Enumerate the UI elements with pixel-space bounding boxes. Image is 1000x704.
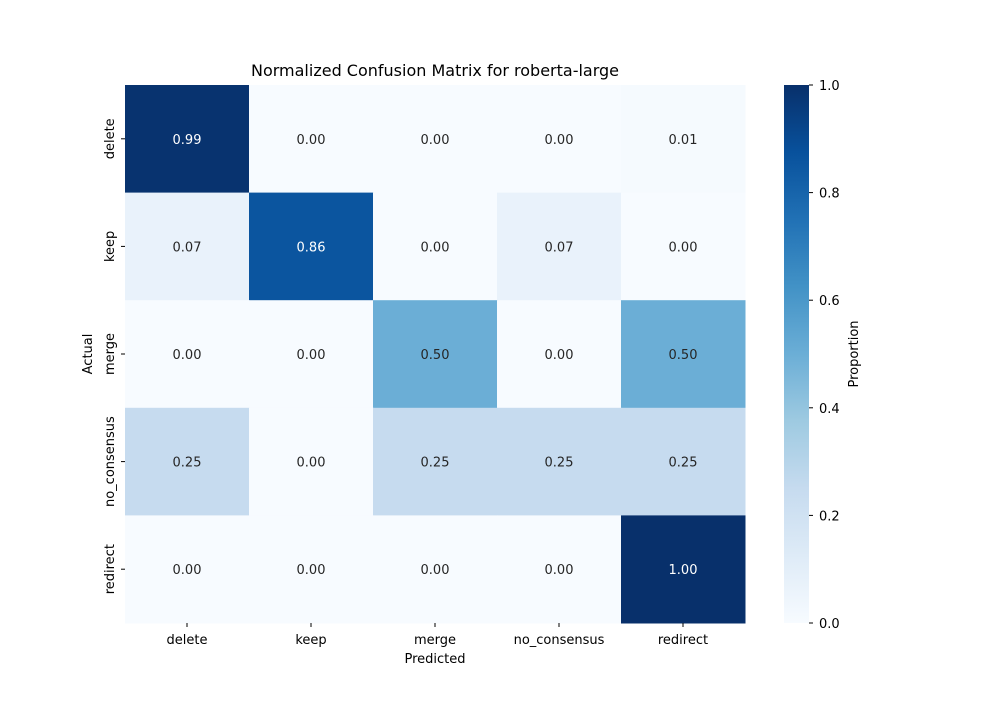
cell-value-label: 0.00: [297, 456, 326, 471]
heatmap-cell: [125, 407, 250, 516]
cell-value-label: 0.00: [545, 348, 574, 363]
cell-value-label: 0.25: [173, 456, 202, 471]
heatmap-cell: [373, 300, 498, 409]
heatmap-cell: [373, 192, 498, 301]
cell-value-label: 0.50: [669, 348, 698, 363]
heatmap-cells: 0.99 0.00 0.00 0.00 0.01 0.07 0.86 0.00 0.07 0.00…: [125, 85, 746, 624]
heatmap-cell: [497, 192, 622, 301]
cell-value-label: 0.00: [545, 133, 574, 148]
x-axis-label: Predicted: [404, 652, 465, 667]
heatmap-cell: [497, 515, 622, 624]
heatmap-cell: [125, 515, 250, 624]
cell-value-label: 0.00: [173, 563, 202, 578]
heatmap-cell: [249, 192, 374, 301]
y-axis-label: Actual: [81, 334, 96, 375]
cell-value-label: 0.00: [669, 240, 698, 255]
colorbar-tick-label: 0.4: [819, 402, 840, 417]
heatmap-cell: [497, 85, 622, 194]
y-tick-label: merge: [103, 333, 118, 375]
heatmap-cell: [373, 85, 498, 194]
chart-title: Normalized Confusion Matrix for roberta-…: [251, 61, 619, 80]
heatmap-cell: [373, 515, 498, 624]
heatmap-cell: [125, 85, 250, 194]
colorbar: [784, 85, 809, 623]
y-tick-label: no_consensus: [103, 416, 118, 507]
x-tick-label: no_consensus: [514, 633, 605, 648]
cell-value-label: 0.25: [545, 456, 574, 471]
colorbar-ticks: 0.0 0.2 0.4 0.6 0.8 1.0: [809, 79, 840, 632]
colorbar-tick-label: 0.0: [819, 617, 840, 632]
cell-value-label: 0.00: [421, 563, 450, 578]
colorbar-tick-label: 0.6: [819, 294, 840, 309]
cell-value-label: 0.07: [173, 240, 202, 255]
cell-value-label: 0.01: [669, 133, 698, 148]
heatmap-cell: [621, 515, 746, 624]
heatmap-cell: [249, 407, 374, 516]
heatmap-cell: [249, 300, 374, 409]
cell-value-label: 0.86: [297, 240, 326, 255]
cell-value-label: 0.00: [173, 348, 202, 363]
y-tick-label: delete: [103, 118, 118, 159]
heatmap-cell: [621, 300, 746, 409]
heatmap-cell: [125, 300, 250, 409]
heatmap-cell: [373, 407, 498, 516]
cell-value-label: 0.25: [669, 456, 698, 471]
x-tick-label: merge: [414, 633, 456, 648]
cell-value-label: 0.25: [421, 456, 450, 471]
heatmap-cell: [249, 85, 374, 194]
y-axis-ticks: delete keep merge no_consensus redirect: [103, 118, 125, 594]
y-tick-label: keep: [103, 231, 118, 262]
cell-value-label: 0.00: [421, 133, 450, 148]
colorbar-tick-label: 1.0: [819, 79, 840, 94]
x-tick-label: keep: [295, 633, 326, 648]
colorbar-tick-label: 0.2: [819, 509, 840, 524]
cell-value-label: 0.50: [421, 348, 450, 363]
cell-value-label: 0.00: [297, 133, 326, 148]
heatmap-cell: [497, 407, 622, 516]
x-axis-ticks: delete keep merge no_consensus redirect: [167, 623, 708, 648]
heatmap-cell: [125, 192, 250, 301]
cell-value-label: 0.00: [421, 240, 450, 255]
heatmap-cell: [621, 192, 746, 301]
heatmap-cell: [249, 515, 374, 624]
cell-value-label: 0.07: [545, 240, 574, 255]
cell-value-label: 1.00: [669, 563, 698, 578]
cell-value-label: 0.00: [297, 348, 326, 363]
x-tick-label: redirect: [658, 633, 708, 648]
x-tick-label: delete: [167, 633, 208, 648]
heatmap-cell: [497, 300, 622, 409]
y-tick-label: redirect: [103, 544, 118, 594]
cell-value-label: 0.99: [173, 133, 202, 148]
cell-value-label: 0.00: [297, 563, 326, 578]
colorbar-label: Proportion: [847, 320, 862, 387]
colorbar-tick-label: 0.8: [819, 187, 840, 202]
cell-value-label: 0.00: [545, 563, 574, 578]
heatmap-cell: [621, 407, 746, 516]
heatmap-cell: [621, 85, 746, 194]
